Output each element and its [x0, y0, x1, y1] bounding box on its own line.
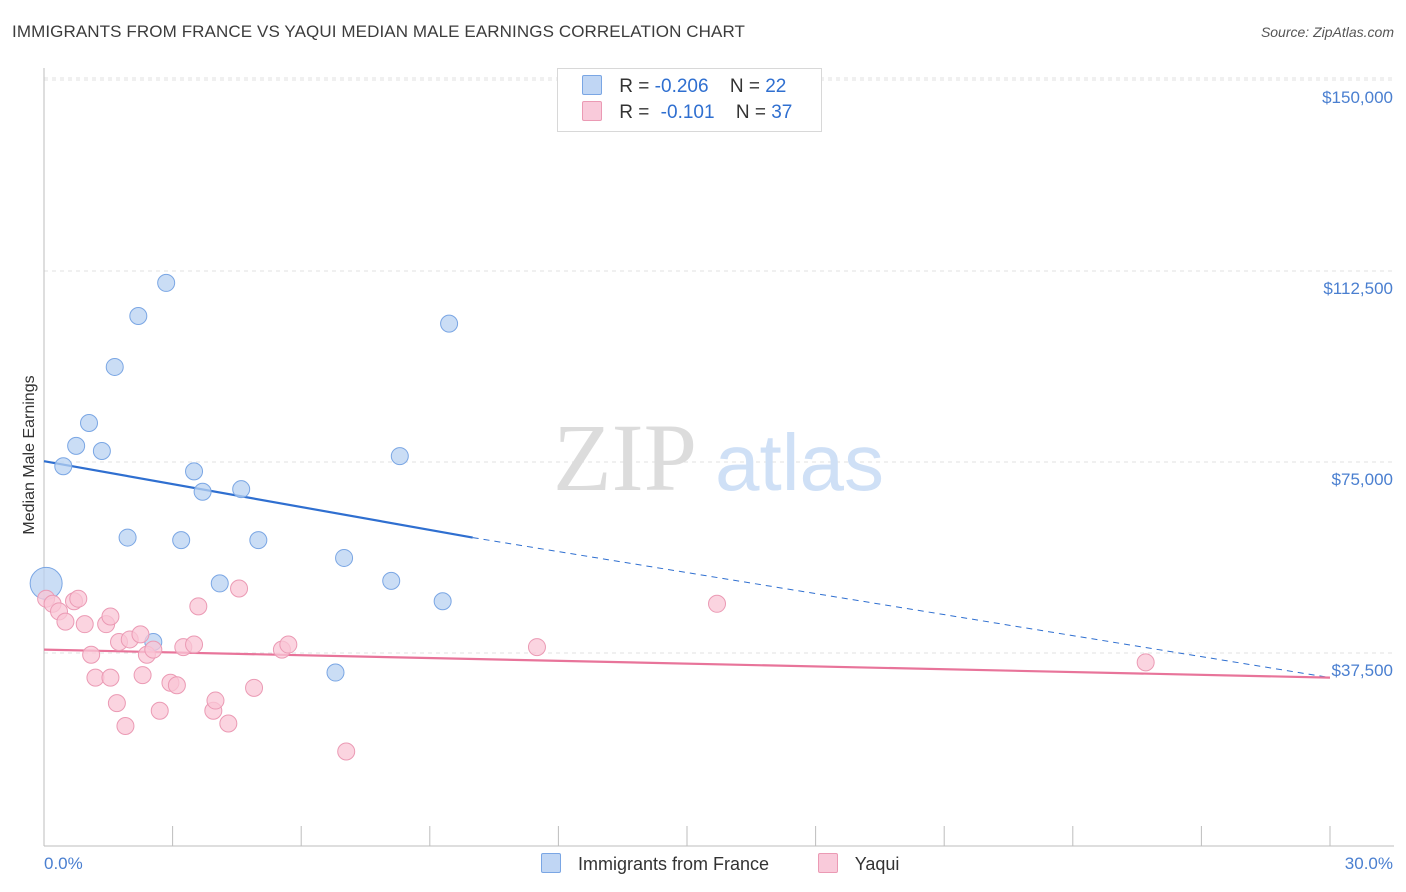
point-france [157, 273, 176, 292]
y-tick-label: $150,000 [1322, 88, 1393, 107]
point-france [172, 531, 191, 550]
series-legend-item-yaqui[interactable]: Yaqui [818, 852, 899, 876]
point-france [210, 574, 229, 593]
point-yaqui [527, 638, 546, 657]
point-france [433, 592, 452, 611]
point-yaqui [101, 607, 120, 626]
source-label: Source: ZipAtlas.com [1260, 24, 1394, 40]
point-yaqui [150, 701, 169, 720]
point-france [67, 436, 86, 455]
point-yaqui [167, 676, 186, 695]
legend-row-yaqui: R = -0.101 N = 37 [582, 101, 792, 125]
chart-title: IMMIGRANTS FROM FRANCE VS YAQUI MEDIAN M… [12, 22, 746, 41]
y-tick-label: $75,000 [1332, 470, 1393, 489]
series-legend-item-france[interactable]: Immigrants from France [541, 852, 769, 876]
axes-layer [43, 68, 1394, 847]
legend-r-label: R = [619, 102, 650, 123]
trend-layer [43, 460, 1331, 679]
point-yaqui [245, 678, 264, 697]
legend-n-value: 37 [771, 102, 793, 123]
y-axis-label: Median Male Earnings [21, 375, 38, 534]
point-yaqui [144, 640, 163, 659]
point-france [440, 314, 459, 333]
point-france [335, 548, 354, 567]
point-france [232, 480, 251, 499]
point-france [129, 307, 148, 326]
legend-n-label: N = [735, 102, 766, 123]
trend-line-yaqui [43, 648, 1331, 679]
point-france [382, 571, 401, 590]
legend-swatch-france [582, 75, 602, 95]
point-yaqui [189, 597, 208, 616]
point-yaqui [185, 635, 204, 654]
point-france [390, 447, 409, 466]
watermark-zip: ZIP [553, 404, 697, 511]
point-yaqui [337, 742, 356, 761]
trend-line-france-extension [472, 537, 1331, 679]
series-legend: Immigrants from France Yaqui [0, 852, 1406, 876]
point-yaqui [75, 615, 94, 634]
point-france [326, 663, 345, 682]
point-yaqui [131, 625, 150, 644]
series-swatch-france [541, 853, 561, 873]
point-yaqui [279, 635, 298, 654]
x-tick-label-max: 30.0% [1345, 854, 1393, 873]
correlation-legend: R = -0.206 N = 22 R = -0.101 N = 37 [557, 68, 822, 132]
points-layer [29, 273, 1155, 761]
point-france [185, 462, 204, 481]
point-france [118, 528, 137, 547]
grid-layer [44, 77, 1394, 654]
point-yaqui [56, 612, 75, 631]
y-tick-label: $112,500 [1323, 279, 1393, 298]
point-yaqui [708, 594, 727, 613]
point-yaqui [133, 666, 152, 685]
point-france [92, 441, 111, 460]
point-france [54, 457, 73, 476]
point-france [80, 413, 99, 432]
legend-row-france: R = -0.206 N = 22 [582, 75, 786, 99]
legend-r-label: R = [619, 76, 650, 97]
point-yaqui [230, 579, 249, 598]
point-yaqui [101, 668, 120, 687]
point-yaqui [69, 589, 88, 608]
point-yaqui [82, 645, 101, 664]
trend-line-france [43, 460, 473, 539]
watermark-atlas: atlas [715, 418, 884, 507]
x-tick-label-min: 0.0% [44, 854, 83, 873]
legend-r-value: -0.101 [660, 102, 715, 123]
labels-layer: $37,500 $75,000 $112,500 $150,000 0.0% 30.0% [44, 88, 1393, 873]
point-yaqui [116, 717, 135, 736]
legend-n-label: N = [729, 76, 760, 97]
point-france [249, 531, 268, 550]
point-yaqui [206, 691, 225, 710]
legend-r-value: -0.206 [654, 76, 709, 97]
legend-n-value: 22 [765, 76, 787, 97]
point-yaqui [1136, 653, 1155, 672]
legend-swatch-yaqui [582, 101, 602, 121]
point-france [105, 357, 124, 376]
point-yaqui [86, 668, 105, 687]
point-yaqui [219, 714, 238, 733]
series-swatch-yaqui [818, 853, 838, 873]
point-yaqui [107, 694, 126, 713]
point-france [193, 482, 212, 501]
y-tick-label: $37,500 [1332, 661, 1393, 680]
series-name-yaqui: Yaqui [854, 854, 900, 874]
series-name-france: Immigrants from France [578, 854, 770, 874]
watermark: ZIP atlas [553, 404, 884, 511]
